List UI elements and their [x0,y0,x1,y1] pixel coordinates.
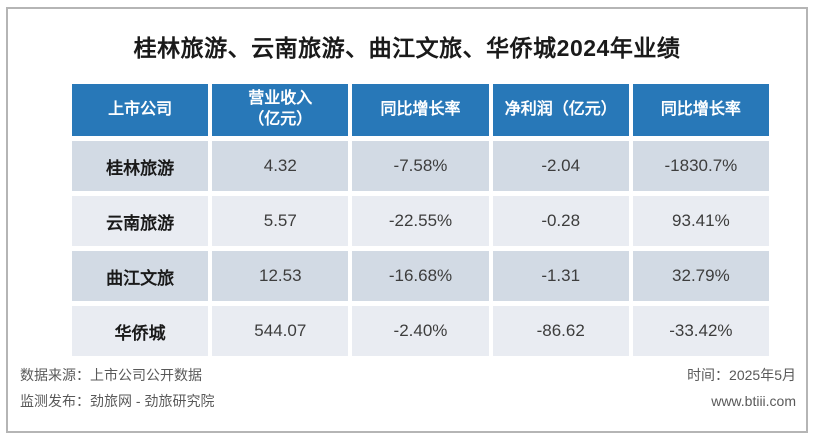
column-header-label-line1: 营业收入 [248,90,313,108]
footer: 数据来源：上市公司公开数据 监测发布：劲旅网 - 劲旅研究院 时间：2025年5… [20,363,796,415]
revenue-yoy-cell: -22.55% [352,196,489,246]
column-header-profit-yoy: 同比增长率 [632,84,769,136]
column-header-label: 净利润（亿元） [504,100,617,118]
company-cell: 华侨城 [72,306,209,356]
revenue-cell: 5.57 [212,196,349,246]
profit-cell: -0.28 [492,196,629,246]
column-header-label: 同比增长率 [380,100,461,118]
page-title: 桂林旅游、云南旅游、曲江文旅、华侨城2024年业绩 [133,35,681,61]
footer-right: 时间：2025年5月 www.btiii.com [687,363,796,415]
column-header-company: 上市公司 [72,84,209,136]
revenue-yoy-cell: -2.40% [352,306,489,356]
infographic-card: 桂林旅游、云南旅游、曲江文旅、华侨城2024年业绩 上市公司 营业收入 （亿元）… [6,7,808,433]
profit-yoy-cell: -33.42% [632,306,769,356]
company-cell: 桂林旅游 [72,141,209,191]
profit-yoy-cell: 93.41% [632,196,769,246]
website-url: www.btiii.com [711,393,796,410]
footer-left: 数据来源：上市公司公开数据 监测发布：劲旅网 - 劲旅研究院 [20,363,214,415]
revenue-cell: 12.53 [212,251,349,301]
profit-cell: -86.62 [492,306,629,356]
performance-table: 上市公司 营业收入 （亿元） 同比增长率 净利润（亿元） 同比增长率 桂林旅游 … [72,84,769,356]
column-header-revenue-yoy: 同比增长率 [352,84,489,136]
revenue-yoy-cell: -16.68% [352,251,489,301]
revenue-cell: 4.32 [212,141,349,191]
column-header-label-line2: （亿元） [248,111,313,128]
profit-cell: -2.04 [492,141,629,191]
profit-yoy-cell: -1830.7% [632,141,769,191]
company-cell: 曲江文旅 [72,251,209,301]
company-cell: 云南旅游 [72,196,209,246]
revenue-yoy-cell: -7.58% [352,141,489,191]
column-header-revenue: 营业收入 （亿元） [212,84,349,136]
data-source-label: 数据来源：上市公司公开数据 [20,367,202,384]
revenue-cell: 544.07 [212,306,349,356]
profit-cell: -1.31 [492,251,629,301]
column-header-label: 同比增长率 [660,100,741,118]
publisher-label: 监测发布：劲旅网 - 劲旅研究院 [20,393,215,410]
column-header-profit: 净利润（亿元） [492,84,629,136]
column-header-label: 上市公司 [108,100,173,118]
profit-yoy-cell: 32.79% [632,251,769,301]
date-label: 时间：2025年5月 [687,367,796,384]
